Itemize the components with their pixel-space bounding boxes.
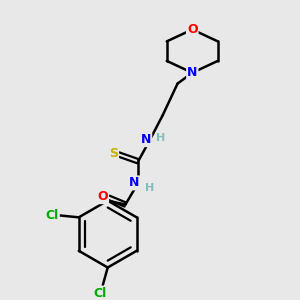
Text: H: H <box>146 183 154 193</box>
Text: O: O <box>98 190 108 203</box>
Text: H: H <box>156 133 165 143</box>
Text: N: N <box>141 133 151 146</box>
Text: S: S <box>109 147 118 160</box>
Text: Cl: Cl <box>46 209 59 222</box>
Text: O: O <box>187 23 198 36</box>
Text: N: N <box>187 66 197 79</box>
Text: N: N <box>129 176 140 189</box>
Text: Cl: Cl <box>93 286 106 300</box>
